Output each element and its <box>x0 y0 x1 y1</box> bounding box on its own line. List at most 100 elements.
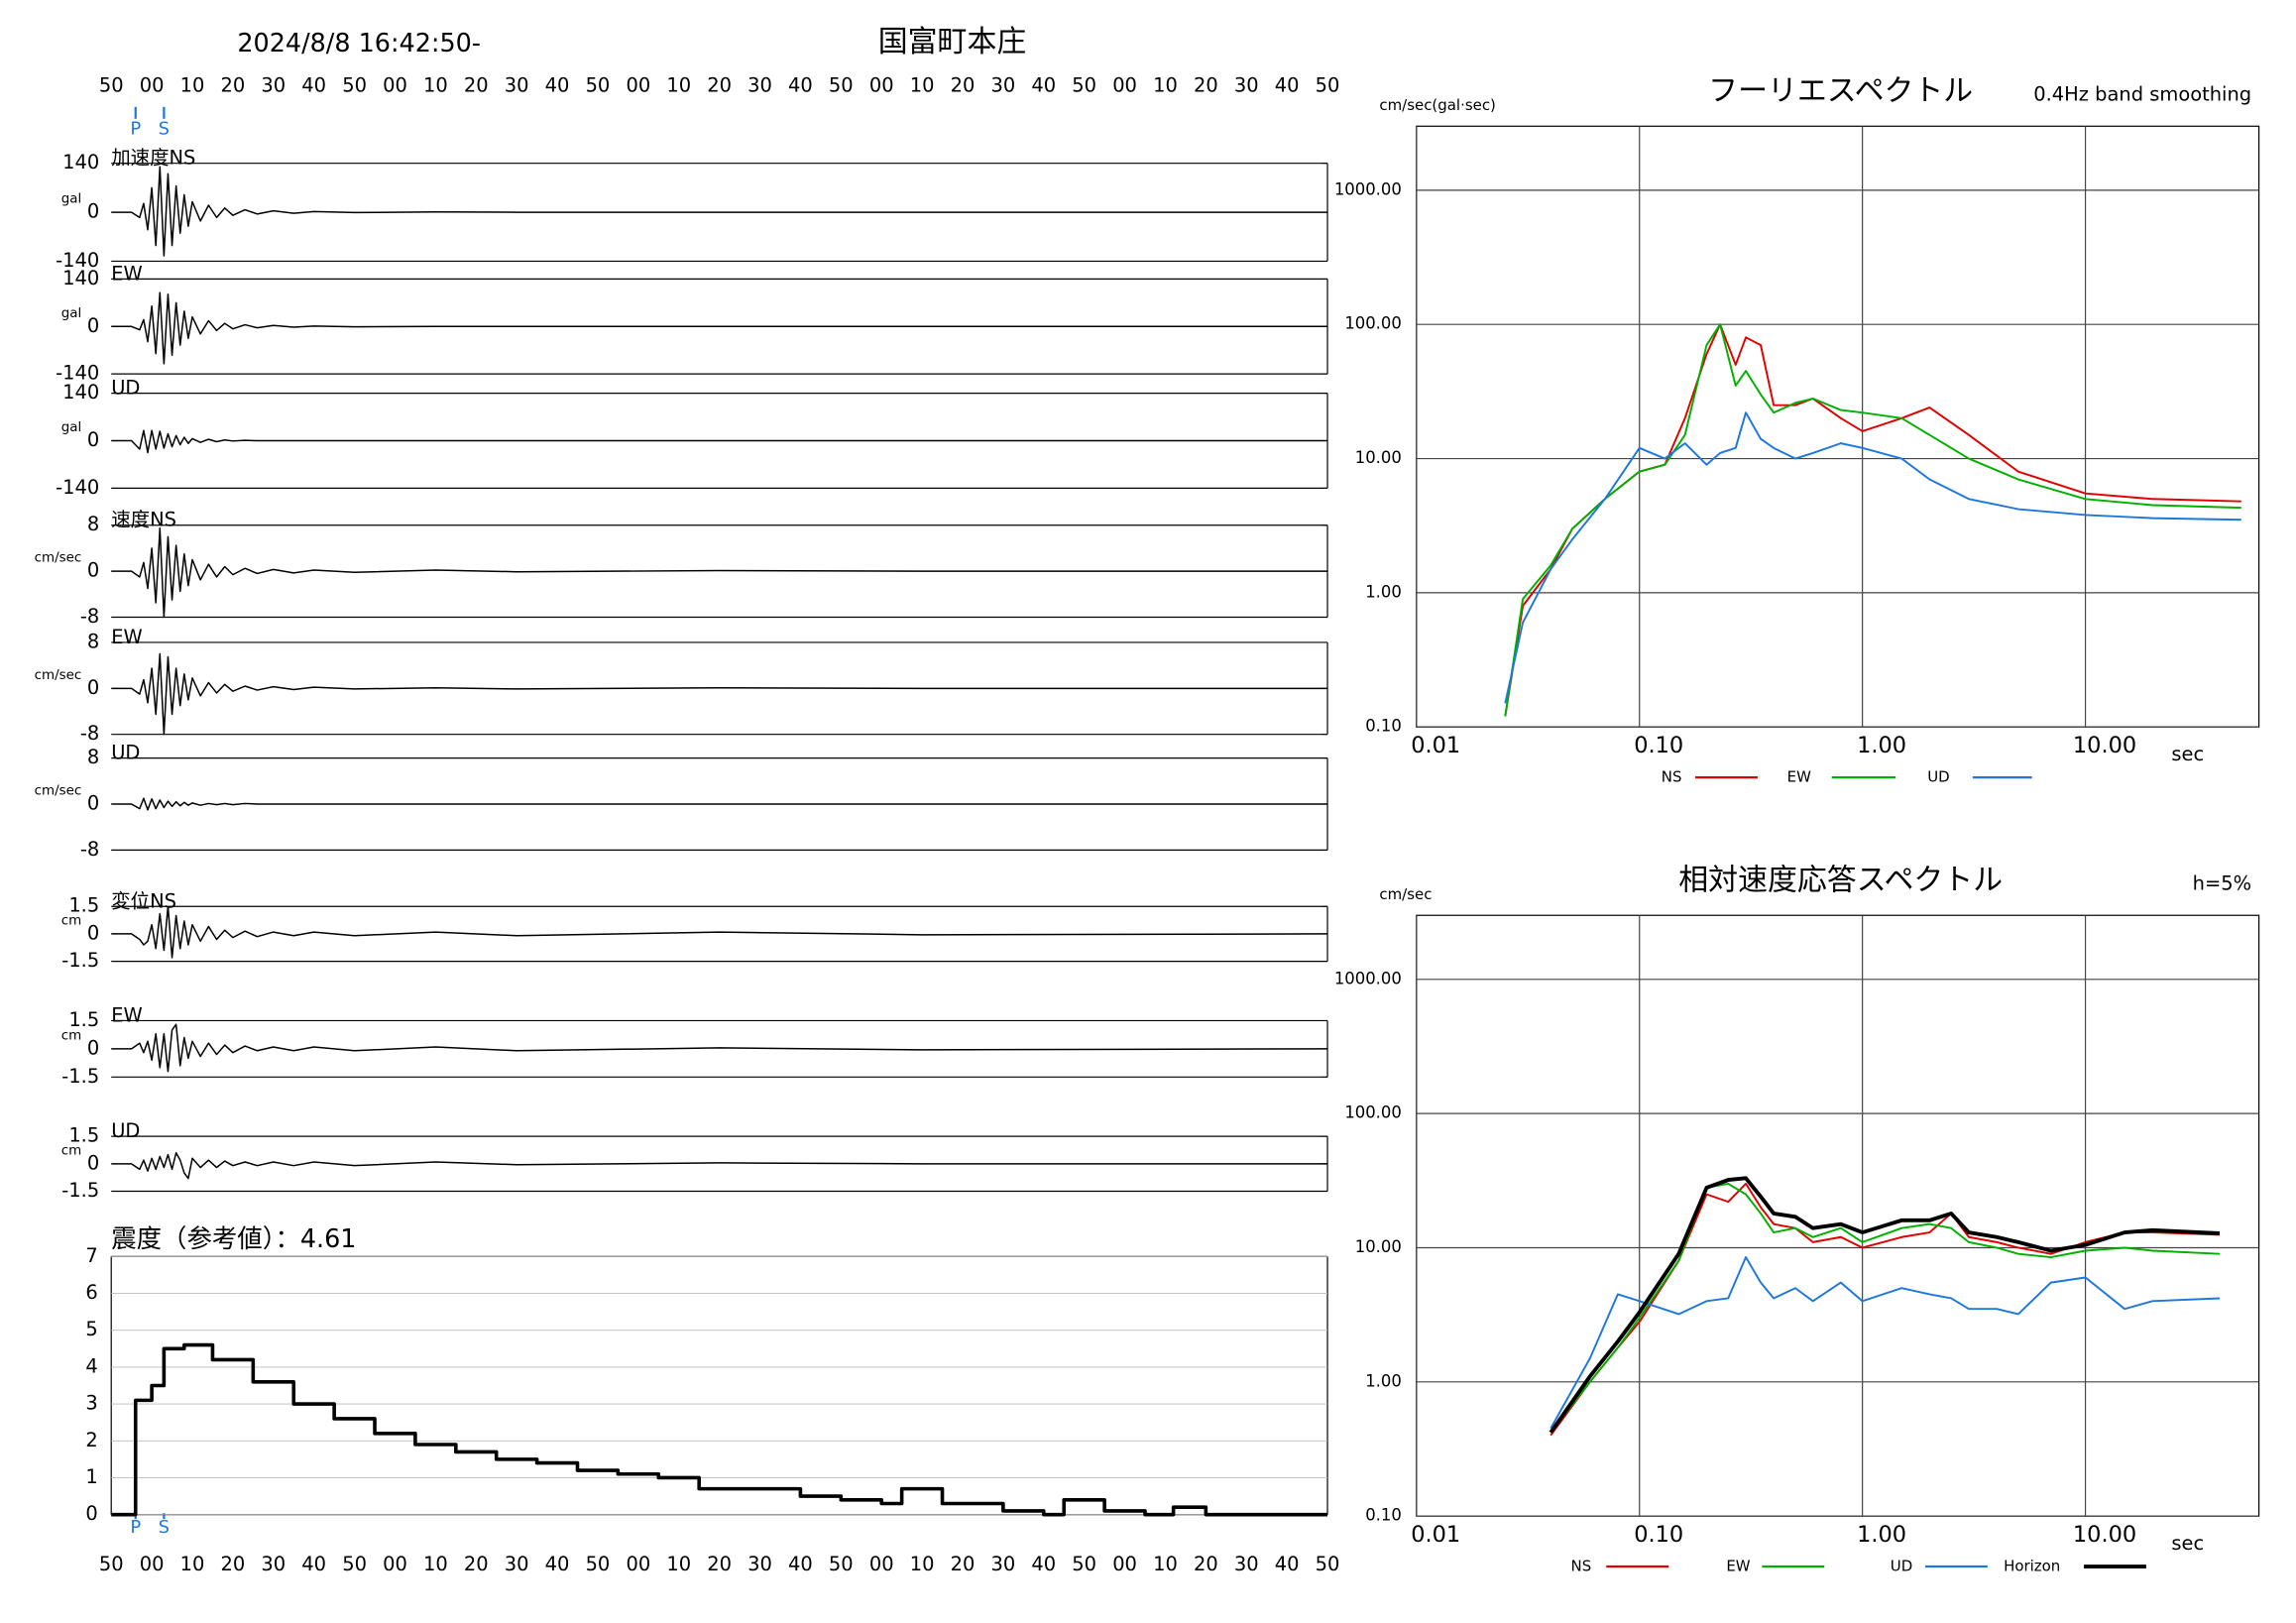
time-tick-label: 00 <box>626 1553 650 1575</box>
time-tick-label: 50 <box>1072 1553 1096 1575</box>
time-tick-label: 20 <box>1194 1553 1218 1575</box>
time-tick-label: 10 <box>910 73 935 96</box>
time-tick-label: 00 <box>1112 73 1137 96</box>
time-tick-label: 50 <box>99 73 124 96</box>
time-tick-label: 40 <box>301 1553 326 1575</box>
y-tick-label: 8 <box>87 630 99 652</box>
panel-title: EW <box>111 1003 143 1026</box>
time-tick-label: 10 <box>910 1553 935 1575</box>
y-tick-label: 1.5 <box>68 1124 99 1147</box>
y-tick-label: 100.00 <box>1344 314 1402 333</box>
unit-label: cm <box>61 1028 82 1043</box>
waveform <box>111 652 1328 736</box>
unit-label: gal <box>61 306 82 321</box>
time-tick-label: 40 <box>788 73 813 96</box>
plot-frame <box>1416 125 2260 728</box>
phase-label: P <box>130 118 141 139</box>
time-tick-label: 30 <box>1234 1553 1259 1575</box>
y-tick-label: -1.5 <box>61 1179 99 1202</box>
waveform <box>111 797 1328 811</box>
time-tick-label: 40 <box>545 73 570 96</box>
waveform <box>111 166 1328 257</box>
time-tick-label: 00 <box>140 1553 165 1575</box>
y-tick-label: 1.5 <box>68 894 99 917</box>
time-tick-label: 00 <box>869 73 894 96</box>
time-tick-label: 20 <box>951 73 976 96</box>
y-tick-label: 0 <box>87 792 99 815</box>
waveform <box>111 1342 1328 1517</box>
panel-title: UD <box>111 377 140 400</box>
y-tick-label: 10.00 <box>1355 448 1402 467</box>
waveform <box>111 905 1328 959</box>
x-tick-label: 0.01 <box>1411 1522 1460 1548</box>
unit-label: gal <box>61 420 82 435</box>
spectrum-line <box>1504 323 2241 717</box>
y-tick-label: 100.00 <box>1344 1103 1402 1122</box>
y-tick-label: 140 <box>62 267 99 290</box>
subtitle: h=5% <box>2193 871 2251 894</box>
time-tick-label: 10 <box>423 73 448 96</box>
time-tick-label: 00 <box>383 1553 407 1575</box>
unit-label: cm <box>61 913 82 928</box>
time-tick-label: 00 <box>869 1553 894 1575</box>
time-tick-label: 40 <box>1275 1553 1300 1575</box>
x-tick-label: 10.00 <box>2073 1522 2136 1548</box>
time-tick-label: 30 <box>505 73 529 96</box>
time-tick-label: 10 <box>666 1553 691 1575</box>
waveform <box>111 526 1328 619</box>
unit-label: cm <box>61 1143 82 1158</box>
time-tick-label: 10 <box>1153 73 1178 96</box>
panel-title: 変位NS <box>111 889 176 912</box>
time-tick-label: 10 <box>180 73 205 96</box>
station: 国富町本庄 <box>878 25 1027 59</box>
y-tick-label: 0 <box>87 1036 99 1059</box>
waveform <box>111 1023 1328 1073</box>
y-axis-label: cm/sec(gal·sec) <box>1379 96 1495 114</box>
time-tick-label: 00 <box>383 73 407 96</box>
unit-label: cm/sec <box>35 784 82 799</box>
y-tick-label: 0 <box>87 1151 99 1174</box>
time-tick-label: 20 <box>1194 73 1218 96</box>
panel-title: EW <box>111 262 143 285</box>
waveform <box>111 1152 1328 1180</box>
time-tick-label: 50 <box>1316 1553 1340 1575</box>
time-tick-label: 20 <box>707 73 732 96</box>
time-tick-label: 40 <box>301 73 326 96</box>
x-tick-label: 1.00 <box>1857 733 1906 758</box>
time-tick-label: 50 <box>586 1553 611 1575</box>
time-tick-label: 30 <box>1234 73 1259 96</box>
panel-title: 加速度NS <box>111 147 195 170</box>
y-tick-label: 140 <box>62 151 99 174</box>
time-tick-label: 30 <box>747 1553 772 1575</box>
y-tick-label: 1 <box>85 1465 97 1488</box>
time-tick-label: 10 <box>423 1553 448 1575</box>
legend-label: NS <box>1662 768 1682 786</box>
unit-label: cm/sec <box>35 551 82 566</box>
legend-label: NS <box>1571 1558 1592 1575</box>
y-tick-label: 1000.00 <box>1334 179 1402 198</box>
y-tick-label: -8 <box>80 605 99 628</box>
x-tick-label: 0.10 <box>1634 1522 1683 1548</box>
time-tick-label: 20 <box>464 1553 489 1575</box>
phase-label: S <box>159 1517 170 1538</box>
spectrum-line <box>1504 323 2241 717</box>
unit-label: gal <box>61 192 82 207</box>
phase-label: P <box>130 1517 141 1538</box>
time-tick-label: 00 <box>140 73 165 96</box>
time-tick-label: 20 <box>464 73 489 96</box>
y-tick-label: -1.5 <box>61 1065 99 1088</box>
chart-title: フーリエスペクトル <box>1708 73 1973 108</box>
y-axis-label: cm/sec <box>1379 885 1432 903</box>
legend-label: EW <box>1787 768 1811 786</box>
waveform <box>111 291 1328 365</box>
y-tick-label: 140 <box>62 381 99 404</box>
y-tick-label: 0 <box>87 200 99 223</box>
x-tick-label: 0.10 <box>1634 733 1683 758</box>
time-tick-label: 30 <box>991 1553 1016 1575</box>
y-tick-label: 4 <box>85 1354 97 1377</box>
y-tick-label: -8 <box>80 722 99 745</box>
spectrum-line <box>1550 1182 2221 1434</box>
y-tick-label: 5 <box>85 1318 97 1340</box>
